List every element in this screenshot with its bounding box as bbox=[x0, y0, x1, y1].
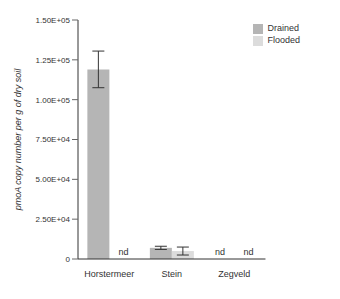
svg-text:7.50E+04: 7.50E+04 bbox=[36, 135, 71, 144]
svg-text:1.00E+05: 1.00E+05 bbox=[36, 96, 71, 105]
svg-text:5.00E+04: 5.00E+04 bbox=[36, 175, 71, 184]
svg-text:1.50E+05: 1.50E+05 bbox=[36, 16, 71, 25]
svg-text:Horstermeer: Horstermeer bbox=[84, 269, 134, 279]
svg-text:nd: nd bbox=[215, 247, 225, 257]
svg-text:Zegveld: Zegveld bbox=[218, 269, 250, 279]
svg-text:nd: nd bbox=[243, 247, 253, 257]
svg-text:nd: nd bbox=[118, 247, 128, 257]
svg-text:pmoA copy number per g of dry: pmoA copy number per g of dry soil bbox=[13, 68, 23, 212]
svg-text:2.50E+04: 2.50E+04 bbox=[36, 215, 71, 224]
svg-text:0: 0 bbox=[66, 255, 71, 264]
html-text:Drained: Drained bbox=[267, 23, 299, 33]
svg-text:Stein: Stein bbox=[161, 269, 182, 279]
svg-text:1.25E+05: 1.25E+05 bbox=[36, 56, 71, 65]
html-text:Flooded: Flooded bbox=[267, 35, 300, 45]
